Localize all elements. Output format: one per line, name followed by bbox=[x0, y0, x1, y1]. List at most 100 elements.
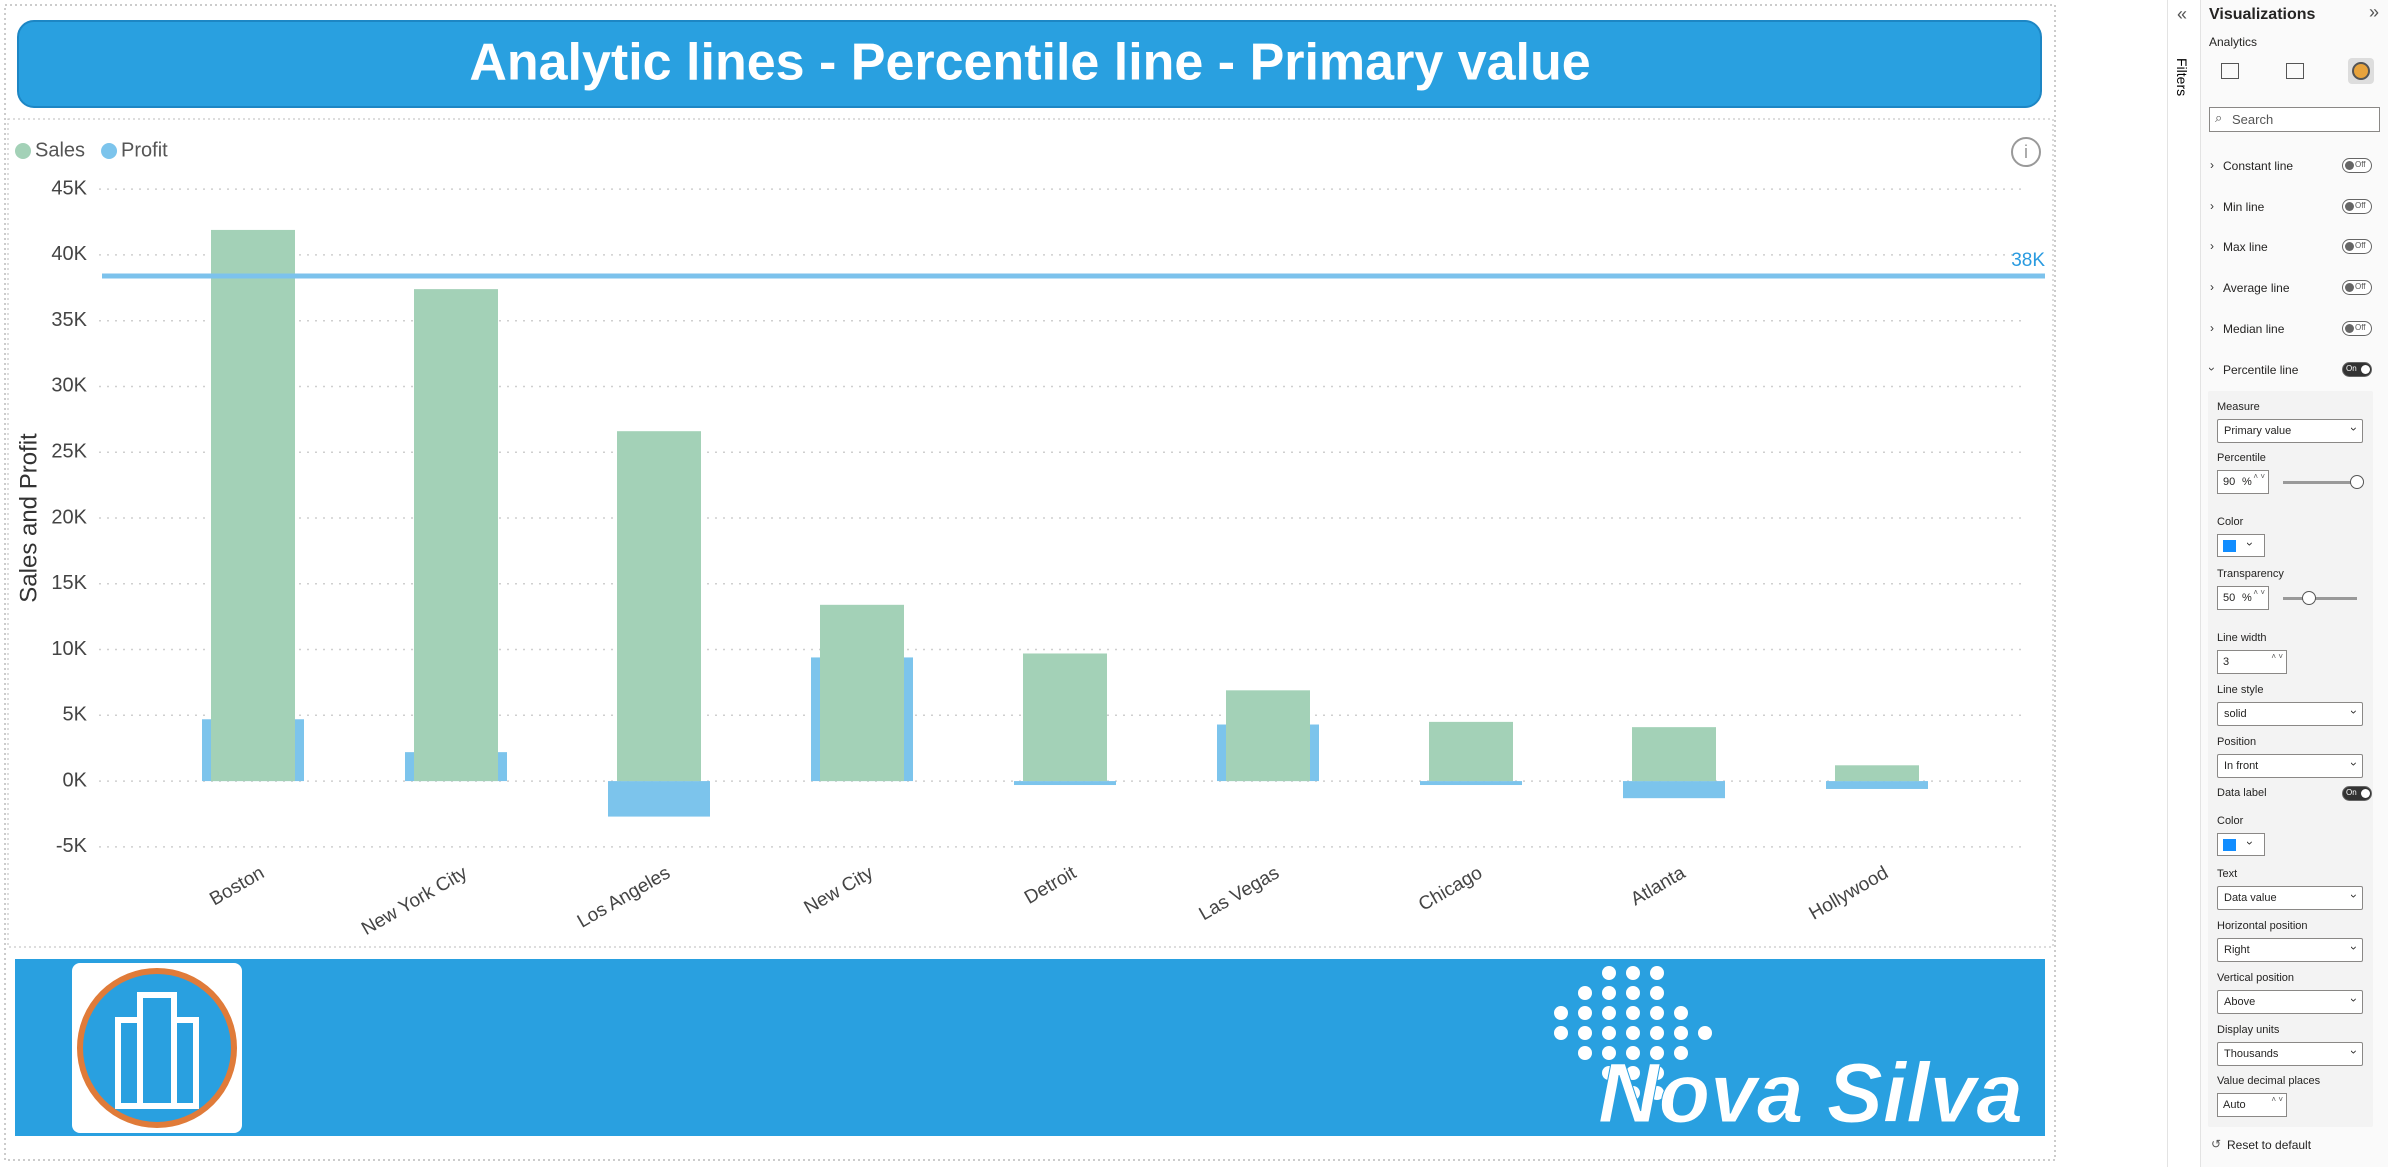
setting-label: Position bbox=[2217, 736, 2257, 748]
section-chevron[interactable]: › bbox=[2210, 239, 2214, 253]
brand-dot bbox=[1698, 1026, 1712, 1040]
bar bbox=[1429, 721, 1513, 782]
search-icon: ⌕ bbox=[2215, 110, 2223, 125]
section-label[interactable]: Percentile line bbox=[2223, 363, 2299, 377]
color-picker[interactable]: › bbox=[2217, 833, 2265, 856]
visualizations-pane: Visualizations » Analytics Search ⌕ › Constant… bbox=[2200, 0, 2388, 1167]
section-label[interactable]: Median line bbox=[2223, 322, 2285, 336]
number-unit: % bbox=[2242, 476, 2252, 488]
slider-track[interactable] bbox=[2283, 481, 2357, 484]
section-label[interactable]: Average line bbox=[2223, 281, 2290, 295]
number-unit: % bbox=[2242, 592, 2252, 604]
dropdown-chevron: › bbox=[2347, 427, 2361, 431]
section-chevron[interactable]: › bbox=[2210, 199, 2214, 213]
setting-label: Horizontal position bbox=[2217, 920, 2308, 932]
brand-dot bbox=[1674, 1046, 1688, 1060]
setting-label: Transparency bbox=[2217, 568, 2284, 580]
collapse-icon[interactable]: « bbox=[2177, 4, 2188, 24]
section-label[interactable]: Min line bbox=[2223, 200, 2265, 214]
toggle[interactable]: On bbox=[2342, 362, 2372, 377]
y-tick-label: -5K bbox=[56, 835, 88, 857]
brand-dot bbox=[1626, 1066, 1640, 1080]
toggle[interactable]: Off bbox=[2342, 321, 2372, 336]
number-input[interactable]: 3 ˄ ˅ bbox=[2217, 650, 2287, 674]
reset-link[interactable]: Reset to default bbox=[2227, 1138, 2312, 1152]
setting-label: Data label bbox=[2217, 787, 2267, 799]
color-swatch bbox=[2223, 839, 2236, 851]
number-input[interactable]: 50% ˄ ˅ bbox=[2217, 586, 2269, 610]
toggle[interactable]: Off bbox=[2342, 199, 2372, 214]
brand-dot bbox=[1602, 1006, 1616, 1020]
filters-label[interactable]: Filters bbox=[2174, 58, 2190, 97]
dropdown-chevron: › bbox=[2347, 710, 2361, 714]
brand-dot bbox=[1626, 1046, 1640, 1060]
section-chevron[interactable]: › bbox=[2205, 367, 2219, 371]
slider-track[interactable] bbox=[2283, 597, 2357, 600]
section-chevron[interactable]: › bbox=[2210, 158, 2214, 172]
brand-dot bbox=[1602, 1026, 1616, 1040]
dropdown[interactable]: Primary value › bbox=[2217, 419, 2363, 443]
dropdown-chevron: › bbox=[2347, 998, 2361, 1002]
toggle-text: Off bbox=[2355, 282, 2366, 291]
brand-dot bbox=[1650, 1046, 1664, 1060]
brand-dot bbox=[1650, 1006, 1664, 1020]
percentile-label: 38K bbox=[2011, 250, 2045, 271]
section-chevron[interactable]: › bbox=[2210, 280, 2214, 294]
dropdown[interactable]: Thousands › bbox=[2217, 1042, 2363, 1066]
dropdown[interactable]: Right › bbox=[2217, 938, 2363, 962]
pane-icon[interactable] bbox=[2348, 58, 2374, 84]
toggle[interactable]: On bbox=[2342, 786, 2372, 801]
section-label[interactable]: Max line bbox=[2223, 240, 2268, 254]
dropdown[interactable]: solid › bbox=[2217, 702, 2363, 726]
toggle-text: Off bbox=[2355, 160, 2366, 169]
chart-visual[interactable] bbox=[7, 118, 2054, 948]
slider-thumb[interactable] bbox=[2350, 475, 2364, 489]
brand-dot bbox=[1626, 1006, 1640, 1020]
pane-icon[interactable] bbox=[2282, 58, 2308, 84]
bar bbox=[211, 229, 295, 782]
brand-dot bbox=[1650, 966, 1664, 980]
info-icon[interactable] bbox=[2011, 137, 2041, 167]
brand-dots bbox=[1554, 966, 1712, 1100]
bar bbox=[1623, 781, 1725, 799]
y-tick-label: 25K bbox=[51, 441, 87, 463]
toggle[interactable]: Off bbox=[2342, 280, 2372, 295]
slider-thumb[interactable] bbox=[2301, 591, 2316, 605]
dropdown-value: Above bbox=[2224, 996, 2256, 1008]
setting-label: Percentile bbox=[2217, 452, 2266, 464]
setting-label: Value decimal places bbox=[2217, 1075, 2321, 1087]
bar bbox=[414, 289, 498, 782]
section-chevron[interactable]: › bbox=[2210, 321, 2214, 335]
brand-dot bbox=[1578, 1006, 1592, 1020]
color-picker[interactable]: › bbox=[2217, 534, 2265, 557]
setting-label: Line style bbox=[2217, 684, 2264, 696]
setting-label: Display units bbox=[2217, 1024, 2280, 1036]
legend-label: Profit bbox=[121, 139, 168, 161]
number-value: 50 bbox=[2223, 592, 2236, 604]
dropdown-value: In front bbox=[2224, 760, 2259, 772]
dropdown[interactable]: In front › bbox=[2217, 754, 2363, 778]
search-box[interactable]: Search ⌕ bbox=[2209, 107, 2380, 132]
brand-dot bbox=[1650, 1026, 1664, 1040]
number-input[interactable]: Auto ˄ ˅ bbox=[2217, 1093, 2287, 1117]
collapse-pane[interactable]: » bbox=[2368, 2, 2379, 22]
y-tick-label: 0K bbox=[63, 769, 88, 791]
filters-strip[interactable]: « Filters bbox=[2167, 0, 2200, 1167]
bar bbox=[1014, 781, 1116, 786]
pane-icon-glyph bbox=[2286, 63, 2304, 79]
dropdown[interactable]: Above › bbox=[2217, 990, 2363, 1014]
bar bbox=[820, 604, 904, 782]
reset-icon[interactable]: ↺ bbox=[2211, 1137, 2222, 1151]
brand-dot bbox=[1602, 986, 1616, 1000]
dropdown[interactable]: Data value › bbox=[2217, 886, 2363, 910]
toggle[interactable]: Off bbox=[2342, 158, 2372, 173]
brand-dot bbox=[1578, 1046, 1592, 1060]
bar bbox=[1835, 765, 1919, 782]
brand-dot bbox=[1626, 1086, 1640, 1100]
y-tick-label: 20K bbox=[51, 506, 87, 528]
pane-icon[interactable] bbox=[2217, 58, 2243, 84]
toggle[interactable]: Off bbox=[2342, 239, 2372, 254]
number-input[interactable]: 90% ˄ ˅ bbox=[2217, 470, 2269, 494]
section-label[interactable]: Constant line bbox=[2223, 159, 2294, 173]
color-swatch bbox=[2223, 540, 2236, 552]
